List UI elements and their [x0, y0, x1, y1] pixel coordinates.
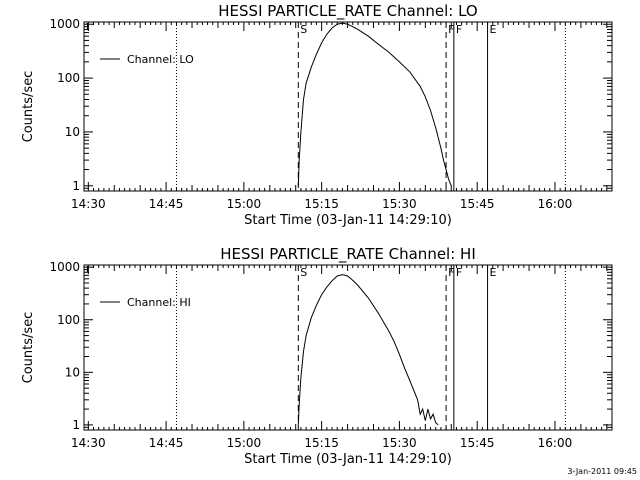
flag-marker-label: F: [456, 23, 462, 36]
x-tick-label: 15:30: [382, 436, 417, 450]
y-tick-label: 10: [65, 365, 80, 379]
x-tick-label: 16:00: [538, 197, 573, 211]
legend-entry: Channel: HI: [127, 296, 191, 309]
corner-glyph: [86, 266, 89, 272]
y-tick-label: 100: [57, 71, 80, 85]
x-tick-label: 14:45: [149, 197, 184, 211]
corner-glyph: [86, 23, 89, 29]
x-tick-label: 14:30: [71, 197, 106, 211]
x-tick-label: 15:45: [460, 197, 495, 211]
y-tick-label: 1000: [49, 17, 80, 31]
x-tick-label: 16:00: [538, 436, 573, 450]
y-tick-label: 10: [65, 125, 80, 139]
flag-marker-label: F: [448, 266, 454, 279]
y-tick-label: 1: [72, 418, 80, 432]
x-tick-label: 15:15: [304, 197, 339, 211]
x-tick-label: 15:45: [460, 436, 495, 450]
flag-marker-label: S: [300, 23, 307, 36]
timestamp: 3-Jan-2011 09:45: [567, 467, 637, 476]
y-tick-label: 1000: [49, 260, 80, 274]
flag-marker-label: F: [456, 266, 462, 279]
x-axis-label: Start Time (03-Jan-11 14:29:10): [244, 452, 452, 467]
flag-marker-label: S: [300, 266, 307, 279]
chart-panel-2: HESSI PARTICLE_RATE Channel: HI Counts/se…: [21, 245, 613, 467]
flag-marker-label: E: [490, 266, 497, 279]
x-tick-label: 14:30: [71, 436, 106, 450]
y-tick-label: 100: [57, 313, 80, 327]
x-tick-label: 14:45: [149, 436, 184, 450]
plot-frame: [83, 21, 613, 192]
chart-title: HESSI PARTICLE_RATE Channel: LO: [218, 2, 477, 21]
legend-entry: Channel: LO: [127, 53, 194, 66]
y-tick-label: 1: [72, 179, 80, 193]
plot-frame: [83, 264, 613, 431]
chart-title: HESSI PARTICLE_RATE Channel: HI: [220, 245, 476, 264]
series-line: [297, 22, 452, 186]
series-line: [297, 274, 439, 426]
chart-panel-1: HESSI PARTICLE_RATE Channel: LO Counts/se…: [21, 2, 613, 228]
y-axis-label: Counts/sec: [21, 71, 36, 143]
x-axis-label: Start Time (03-Jan-11 14:29:10): [244, 213, 452, 228]
x-tick-label: 15:00: [227, 197, 262, 211]
x-tick-label: 15:30: [382, 197, 417, 211]
flag-marker-label: E: [490, 23, 497, 36]
x-tick-label: 15:00: [227, 436, 262, 450]
y-axis-label: Counts/sec: [21, 312, 36, 384]
x-tick-label: 15:15: [304, 436, 339, 450]
flag-marker-label: F: [448, 23, 454, 36]
